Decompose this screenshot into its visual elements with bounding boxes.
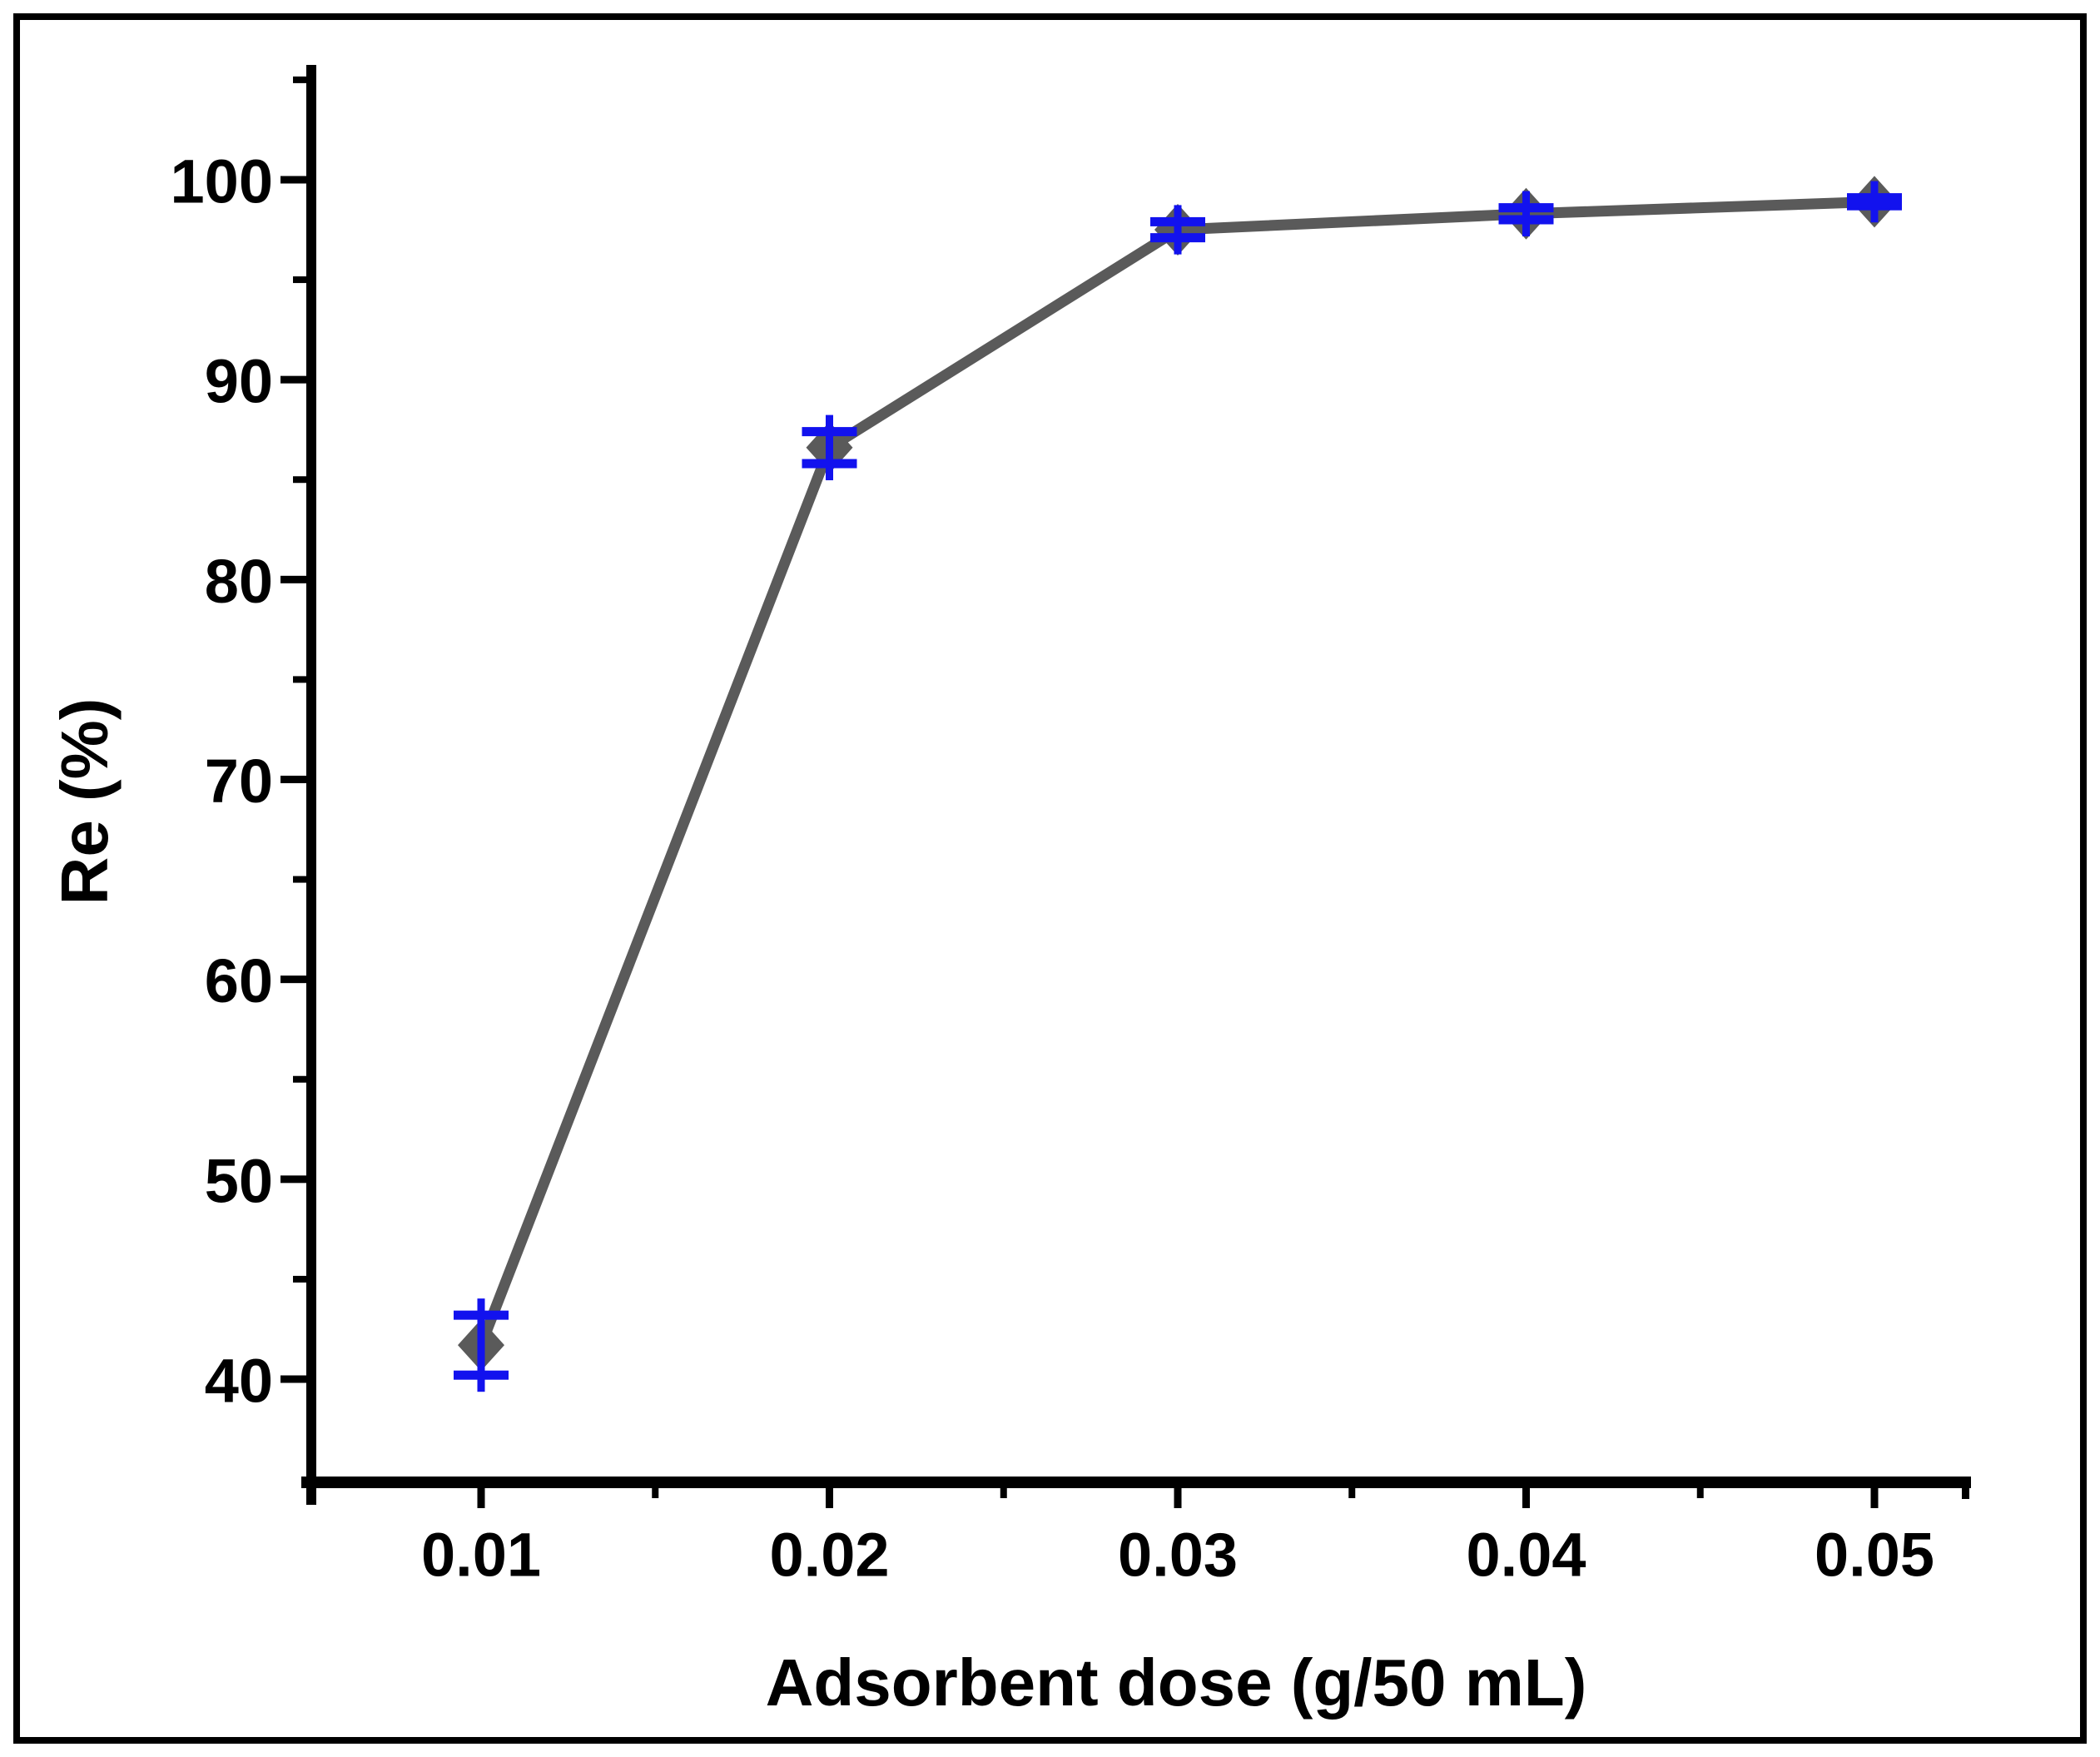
series-line: [475, 196, 1875, 1348]
y-major-tick: [280, 975, 306, 984]
y-minor-tick: [293, 1075, 306, 1083]
y-axis-line: [306, 65, 316, 1505]
x-axis-end-tick: [1962, 1488, 1969, 1499]
x-axis-title: Adsorbent dose (g/50 mL): [765, 1645, 1587, 1720]
error-bar-cap-top: [1150, 216, 1205, 226]
y-tick-label: 50: [205, 1146, 273, 1215]
error-bar-cap-bottom: [1847, 201, 1902, 211]
y-tick-label: 60: [205, 946, 273, 1015]
y-tick-label: 100: [171, 146, 273, 216]
y-major-tick: [280, 375, 306, 384]
y-tick-label: 90: [205, 347, 273, 416]
x-major-tick: [826, 1488, 833, 1508]
x-minor-tick: [1348, 1488, 1356, 1498]
error-bar-cap-top: [454, 1310, 509, 1320]
error-bar-cap-bottom: [1150, 233, 1205, 243]
x-tick-label: 0.01: [421, 1521, 541, 1590]
y-tick-label: 40: [205, 1347, 273, 1416]
x-tick-label: 0.05: [1815, 1521, 1934, 1590]
y-major-tick: [280, 1375, 306, 1383]
y-major-tick: [280, 575, 306, 583]
x-tick-label: 0.04: [1466, 1521, 1586, 1590]
y-axis-title: Re (%): [47, 697, 122, 906]
error-bar-stem: [826, 414, 833, 481]
error-bar-cap-bottom: [802, 459, 857, 469]
y-major-tick: [280, 176, 306, 184]
y-minor-tick: [293, 76, 306, 83]
y-tick-label: 80: [205, 547, 273, 616]
y-minor-tick: [293, 276, 306, 284]
error-bar-cap-top: [1847, 193, 1902, 203]
y-minor-tick: [293, 876, 306, 883]
y-minor-tick: [293, 476, 306, 484]
error-bar-cap-top: [1498, 203, 1554, 213]
figure-border: [13, 13, 2087, 1744]
x-minor-tick: [1000, 1488, 1007, 1498]
x-major-tick: [1174, 1488, 1182, 1508]
y-major-tick: [280, 775, 306, 783]
x-major-tick: [1870, 1488, 1879, 1508]
y-minor-tick: [293, 1275, 306, 1283]
error-bar-cap-bottom: [454, 1370, 509, 1380]
error-bar-stem: [1522, 191, 1530, 237]
error-bar-cap-bottom: [1498, 215, 1554, 225]
y-tick-label: 70: [205, 747, 273, 816]
error-bar-stem: [477, 1298, 485, 1392]
error-bar-stem: [1174, 205, 1182, 255]
x-axis-line: [301, 1477, 1971, 1488]
y-minor-tick: [293, 676, 306, 683]
x-tick-label: 0.03: [1118, 1521, 1238, 1590]
x-major-tick: [477, 1488, 485, 1508]
x-minor-tick: [652, 1488, 659, 1498]
y-major-tick: [280, 1175, 306, 1184]
x-major-tick: [1522, 1488, 1530, 1508]
x-minor-tick: [1696, 1488, 1704, 1498]
error-bar-cap-top: [802, 427, 857, 437]
x-tick-label: 0.02: [769, 1521, 889, 1590]
